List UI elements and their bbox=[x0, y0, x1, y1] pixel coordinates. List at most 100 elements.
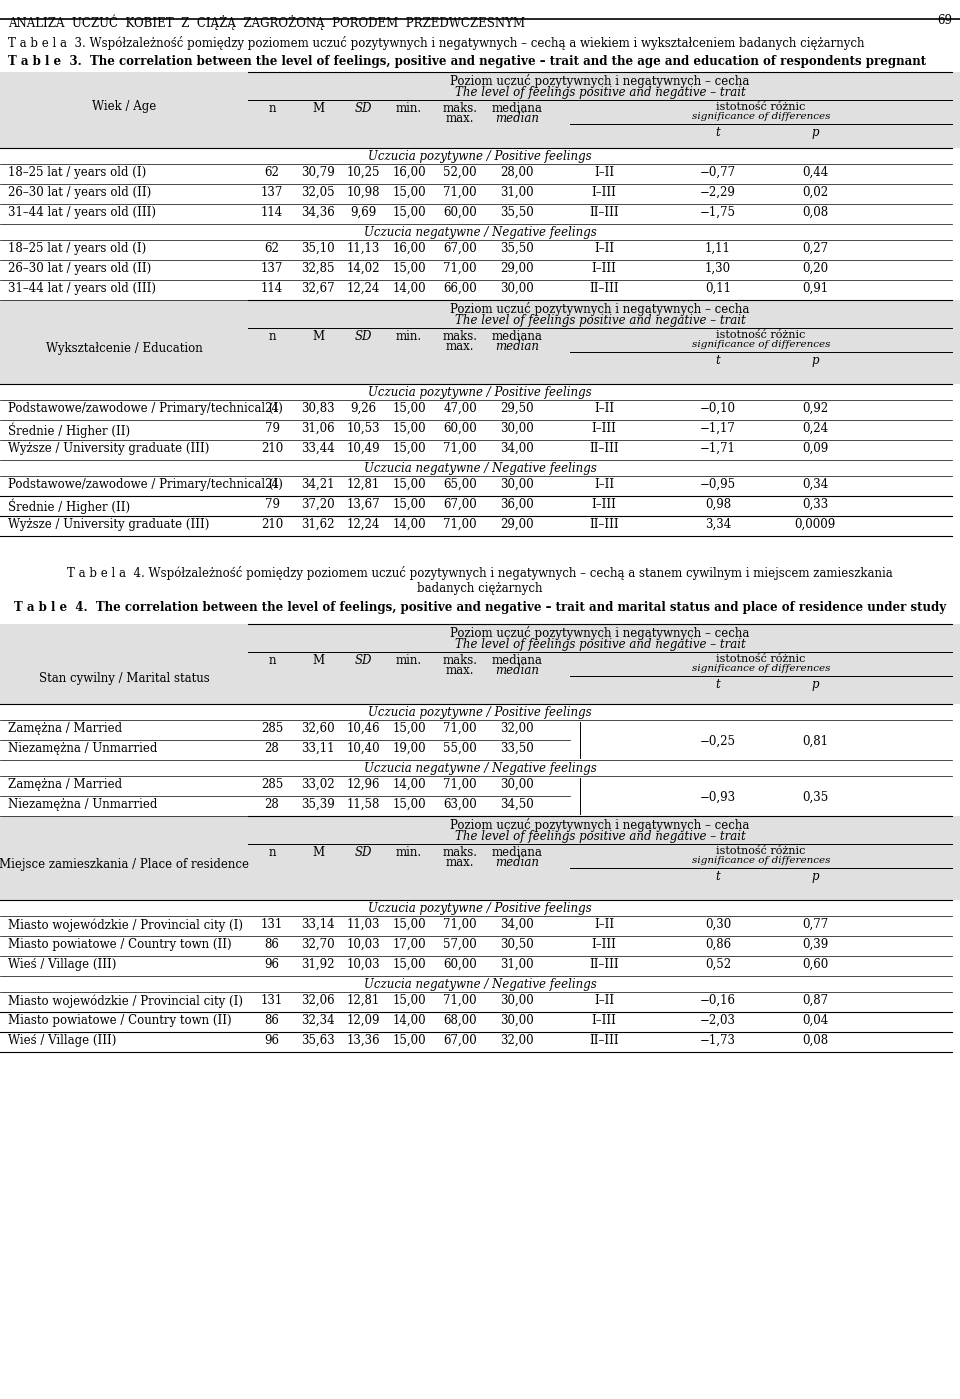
Text: −0,10: −0,10 bbox=[700, 402, 736, 416]
Text: 55,00: 55,00 bbox=[444, 741, 477, 755]
Text: 137: 137 bbox=[261, 186, 283, 199]
Text: The level of feelings positive and negative – trait: The level of feelings positive and negat… bbox=[455, 638, 745, 651]
Text: 14,00: 14,00 bbox=[393, 283, 426, 295]
Text: t: t bbox=[715, 679, 720, 691]
Text: 29,00: 29,00 bbox=[500, 518, 534, 532]
Text: 0,60: 0,60 bbox=[802, 958, 828, 971]
Text: 0,98: 0,98 bbox=[705, 498, 732, 511]
Text: The level of feelings positive and negative – trait: The level of feelings positive and negat… bbox=[455, 830, 745, 844]
Text: 18–25 lat / years old (I): 18–25 lat / years old (I) bbox=[8, 166, 146, 179]
Text: istotność różnic: istotność różnic bbox=[716, 102, 805, 112]
Text: 131: 131 bbox=[261, 995, 283, 1007]
Text: M: M bbox=[312, 330, 324, 343]
Text: Wiek / Age: Wiek / Age bbox=[92, 99, 156, 113]
Text: 60,00: 60,00 bbox=[444, 958, 477, 971]
Text: Średnie / Higher (II): Średnie / Higher (II) bbox=[8, 498, 131, 513]
Text: Wyższe / University graduate (III): Wyższe / University graduate (III) bbox=[8, 442, 209, 455]
Text: Uczucia negatywne / Negative feelings: Uczucia negatywne / Negative feelings bbox=[364, 462, 596, 476]
Text: SD: SD bbox=[354, 846, 372, 859]
Text: 34,00: 34,00 bbox=[500, 442, 534, 455]
Text: 86: 86 bbox=[265, 937, 279, 951]
Text: 0,27: 0,27 bbox=[802, 242, 828, 255]
Text: 10,46: 10,46 bbox=[347, 722, 380, 734]
Text: 0,30: 0,30 bbox=[705, 918, 732, 930]
Text: 114: 114 bbox=[261, 283, 283, 295]
Text: 34,21: 34,21 bbox=[301, 478, 335, 491]
Text: I–II: I–II bbox=[594, 995, 614, 1007]
Text: 114: 114 bbox=[261, 206, 283, 220]
Text: 14,00: 14,00 bbox=[393, 1014, 426, 1027]
Text: 15,00: 15,00 bbox=[393, 422, 426, 435]
Text: −0,25: −0,25 bbox=[700, 734, 736, 748]
Text: SD: SD bbox=[354, 102, 372, 115]
Text: istotność różnic: istotność różnic bbox=[716, 846, 805, 856]
Text: −0,77: −0,77 bbox=[700, 166, 736, 179]
Text: 96: 96 bbox=[265, 1034, 279, 1046]
Text: 86: 86 bbox=[265, 1014, 279, 1027]
Text: Średnie / Higher (II): Średnie / Higher (II) bbox=[8, 422, 131, 438]
Text: 30,00: 30,00 bbox=[500, 478, 534, 491]
Text: 16,00: 16,00 bbox=[393, 242, 426, 255]
Text: I–II: I–II bbox=[594, 918, 614, 930]
Text: Miejsce zamieszkania / Place of residence: Miejsce zamieszkania / Place of residenc… bbox=[0, 858, 249, 872]
Text: 34,50: 34,50 bbox=[500, 797, 534, 811]
Text: min.: min. bbox=[396, 102, 422, 115]
Text: 30,50: 30,50 bbox=[500, 937, 534, 951]
Text: 31–44 lat / years old (III): 31–44 lat / years old (III) bbox=[8, 283, 156, 295]
Text: 71,00: 71,00 bbox=[444, 442, 477, 455]
Text: 71,00: 71,00 bbox=[444, 995, 477, 1007]
Text: Miasto wojewódzkie / Provincial city (I): Miasto wojewódzkie / Provincial city (I) bbox=[8, 918, 243, 932]
Text: 36,00: 36,00 bbox=[500, 498, 534, 511]
Text: 15,00: 15,00 bbox=[393, 797, 426, 811]
Text: 10,49: 10,49 bbox=[347, 442, 380, 455]
Text: Wykształcenie / Education: Wykształcenie / Education bbox=[46, 341, 203, 355]
Text: 24: 24 bbox=[265, 402, 279, 416]
Text: II–III: II–III bbox=[589, 283, 619, 295]
Text: 12,96: 12,96 bbox=[347, 778, 380, 790]
Text: 30,00: 30,00 bbox=[500, 422, 534, 435]
Text: 210: 210 bbox=[261, 442, 283, 455]
Text: max.: max. bbox=[445, 340, 474, 353]
Text: 71,00: 71,00 bbox=[444, 918, 477, 930]
Text: 32,05: 32,05 bbox=[301, 186, 335, 199]
Text: 31,00: 31,00 bbox=[500, 186, 534, 199]
Text: −1,75: −1,75 bbox=[700, 206, 736, 220]
Text: Niezamężna / Unmarried: Niezamężna / Unmarried bbox=[8, 741, 157, 755]
Text: 18–25 lat / years old (I): 18–25 lat / years old (I) bbox=[8, 242, 146, 255]
Text: Uczucia negatywne / Negative feelings: Uczucia negatywne / Negative feelings bbox=[364, 762, 596, 775]
Text: 33,02: 33,02 bbox=[301, 778, 335, 790]
Text: mediana: mediana bbox=[492, 653, 542, 667]
Text: 0,09: 0,09 bbox=[802, 442, 828, 455]
Text: 0,77: 0,77 bbox=[802, 918, 828, 930]
Text: −2,29: −2,29 bbox=[700, 186, 736, 199]
Text: 32,00: 32,00 bbox=[500, 722, 534, 734]
Text: ANALIZA  UCZUĆ  KOBIET  Z  CIĄŻĄ  ZAGROŻONĄ  PORODEM  PRZEDWCZESNYM: ANALIZA UCZUĆ KOBIET Z CIĄŻĄ ZAGROŻONĄ P… bbox=[8, 14, 525, 29]
Text: 1,30: 1,30 bbox=[705, 262, 732, 276]
Text: 60,00: 60,00 bbox=[444, 422, 477, 435]
Text: Wyższe / University graduate (III): Wyższe / University graduate (III) bbox=[8, 518, 209, 532]
Text: 15,00: 15,00 bbox=[393, 1034, 426, 1046]
Text: 30,79: 30,79 bbox=[301, 166, 335, 179]
Text: median: median bbox=[495, 665, 539, 677]
Text: T a b e l a  3. Współzależność pomiędzy poziomem uczuć pozytywnych i negatywnych: T a b e l a 3. Współzależność pomiędzy p… bbox=[8, 36, 865, 50]
Text: Stan cywilny / Marital status: Stan cywilny / Marital status bbox=[38, 672, 209, 686]
Text: II–III: II–III bbox=[589, 206, 619, 220]
Text: 29,00: 29,00 bbox=[500, 262, 534, 276]
Text: I–II: I–II bbox=[594, 402, 614, 416]
Text: 16,00: 16,00 bbox=[393, 166, 426, 179]
Text: Poziom uczuć pozytywnych i negatywnych – cecha: Poziom uczuć pozytywnych i negatywnych –… bbox=[450, 818, 750, 832]
Text: 30,00: 30,00 bbox=[500, 995, 534, 1007]
Text: max.: max. bbox=[445, 856, 474, 869]
Text: maks.: maks. bbox=[443, 102, 477, 115]
Text: mediana: mediana bbox=[492, 846, 542, 859]
Text: 17,00: 17,00 bbox=[393, 937, 426, 951]
Text: maks.: maks. bbox=[443, 653, 477, 667]
Text: 57,00: 57,00 bbox=[444, 937, 477, 951]
Text: Uczucia negatywne / Negative feelings: Uczucia negatywne / Negative feelings bbox=[364, 227, 596, 239]
Text: 29,50: 29,50 bbox=[500, 402, 534, 416]
Text: 31–44 lat / years old (III): 31–44 lat / years old (III) bbox=[8, 206, 156, 220]
Text: II–III: II–III bbox=[589, 958, 619, 971]
Text: Podstawowe/zawodowe / Primary/technical (I): Podstawowe/zawodowe / Primary/technical … bbox=[8, 402, 283, 416]
Text: mediana: mediana bbox=[492, 330, 542, 343]
Text: Miasto powiatowe / Country town (II): Miasto powiatowe / Country town (II) bbox=[8, 937, 231, 951]
